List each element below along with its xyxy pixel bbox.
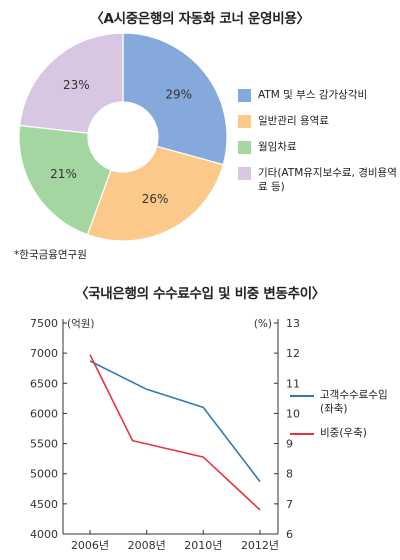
pie-chart-title: 〈A시중은행의 자동화 코너 운영비용〉: [90, 11, 310, 27]
legend-label: 비중(우축): [320, 427, 367, 439]
legend-item-other: 기타(ATM유지보수료, 경비용역료 등): [238, 166, 398, 194]
pie-chart: 29% 26% 21% 23%: [18, 32, 228, 242]
right-tick-label: 7: [286, 498, 293, 511]
legend-swatch: [238, 89, 251, 102]
left-axis-unit: (억원): [67, 318, 95, 330]
legend-label: 일반관리 용역료: [258, 115, 329, 127]
left-tick-label: 6000: [30, 407, 58, 420]
legend-label: 고객수수료수입: [320, 389, 388, 401]
left-tick-label: 6500: [30, 377, 58, 390]
right-tick-label: 10: [286, 407, 300, 420]
legend-line-swatch: [290, 433, 314, 435]
legend-line-swatch: [290, 395, 314, 397]
pie-slice: [122, 32, 228, 166]
pie-slice: [86, 145, 224, 242]
x-tick-label: 2008년: [128, 539, 166, 552]
left-tick-label: 5000: [30, 468, 58, 481]
x-tick-label: 2006년: [71, 539, 109, 552]
legend-swatch: [238, 141, 251, 154]
line-chart: 4000 4500 5000 5500 6000 6500 7000 7500 6 7 8 9 10 11…: [30, 317, 300, 552]
pie-legend: ATM 및 부스 감가상각비 일반관리 용역료 월임차료 기타(ATM유지보수료…: [238, 88, 398, 206]
legend-swatch: [238, 115, 251, 128]
source-note: *한국금융연구원: [14, 249, 87, 261]
x-tick-label: 2010년: [184, 539, 222, 552]
slice-value-label: 21%: [50, 167, 77, 181]
line-legend: 고객수수료수입 (좌축) 비중(우축): [290, 388, 398, 450]
legend-swatch: [238, 167, 251, 180]
right-tick-label: 13: [286, 317, 300, 330]
right-tick-label: 11: [286, 377, 300, 390]
legend-item-rent: 월임차료: [238, 140, 398, 154]
legend-item-depreciation: ATM 및 부스 감가상각비: [238, 88, 398, 102]
pie-slice: [18, 124, 112, 236]
x-tick-label: 2012년: [241, 539, 279, 552]
left-tick-label: 5500: [30, 438, 58, 451]
slice-value-label: 26%: [142, 192, 169, 206]
left-tick-label: 7500: [30, 317, 58, 330]
legend-label: 월임차료: [258, 141, 297, 153]
legend-label: ATM 및 부스 감가상각비: [258, 89, 368, 101]
slice-value-label: 23%: [63, 78, 90, 92]
series-line: [89, 360, 261, 483]
legend-label: 기타(ATM유지보수료, 경비용역료 등): [258, 167, 397, 193]
legend-item-share: 비중(우축): [290, 426, 398, 440]
series-line: [89, 354, 261, 511]
pie-slice: [18, 32, 124, 134]
right-tick-label: 6: [286, 528, 293, 541]
right-axis-unit: (%): [254, 318, 272, 330]
legend-label-sub: (좌축): [320, 403, 348, 415]
right-tick-label: 9: [286, 438, 293, 451]
legend-item-management: 일반관리 용역료: [238, 114, 398, 128]
left-tick-label: 4500: [30, 498, 58, 511]
right-tick-label: 12: [286, 347, 300, 360]
legend-item-fee-income: 고객수수료수입 (좌축): [290, 388, 398, 416]
left-tick-label: 7000: [30, 347, 58, 360]
slice-value-label: 29%: [165, 88, 192, 102]
left-tick-label: 4000: [30, 528, 58, 541]
line-chart-title: 〈국내은행의 수수료수입 및 비중 변동추이〉: [74, 286, 326, 302]
right-tick-label: 8: [286, 468, 293, 481]
